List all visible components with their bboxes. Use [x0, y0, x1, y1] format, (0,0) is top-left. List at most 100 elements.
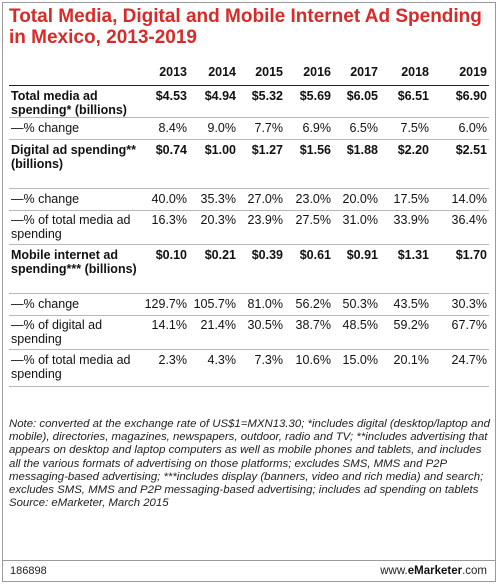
value-cell: 14.1%	[151, 318, 187, 332]
value-cell: 81.0%	[247, 297, 283, 311]
value-cell: $1.27	[251, 143, 283, 157]
brand-link[interactable]: www.eMarketer.com	[380, 561, 487, 581]
value-cell: $0.39	[251, 248, 283, 262]
value-cell: 6.5%	[349, 121, 379, 135]
value-cell: $1.88	[346, 143, 378, 157]
year-header: 2016	[285, 60, 333, 86]
value-cell: 35.3%	[200, 192, 236, 206]
value-cell: 27.0%	[247, 192, 283, 206]
row-label: Total media ad spending* (billions)	[11, 89, 127, 117]
value-cell: 67.7%	[451, 318, 487, 332]
row-label: —% change	[11, 121, 80, 135]
brand-prefix: www.	[380, 565, 408, 577]
value-cell: 23.0%	[295, 192, 331, 206]
value-cell: $6.90	[455, 89, 487, 103]
value-cell: $0.91	[346, 248, 378, 262]
value-cell: $0.61	[299, 248, 331, 262]
year-header: 2018	[380, 60, 431, 86]
data-table: 2013 2014 2015 2016 2017 2018 2019 Total…	[9, 60, 489, 387]
value-cell: 16.3%	[151, 213, 187, 227]
chart-note: Note: converted at the exchange rate of …	[9, 418, 491, 510]
value-cell: 59.2%	[393, 318, 429, 332]
value-cell: 105.7%	[193, 297, 236, 311]
table-body: Total media ad spending* (billions) $4.53…	[9, 86, 489, 387]
chart-frame	[2, 2, 496, 582]
year-header: 2014	[189, 60, 238, 86]
value-cell: 56.2%	[295, 297, 331, 311]
value-cell: 30.3%	[451, 297, 487, 311]
value-cell: 2.3%	[158, 353, 188, 367]
source-text: Source: eMarketer, March 2015	[9, 497, 169, 510]
footer: 186898 www.eMarketer.com	[3, 560, 495, 581]
table-row: —% change 40.0% 35.3% 27.0% 23.0% 20.0% 17.5% 1…	[9, 189, 489, 211]
value-cell: 7.7%	[254, 121, 284, 135]
value-cell: 14.0%	[451, 192, 487, 206]
value-cell: 21.4%	[200, 318, 236, 332]
value-cell: 40.0%	[151, 192, 187, 206]
value-cell: 27.5%	[295, 213, 331, 227]
value-cell: $6.05	[346, 89, 378, 103]
table-row: Mobile internet ad spending*** (billions…	[9, 245, 489, 294]
note-text: Note: converted at the exchange rate of …	[9, 418, 490, 497]
chart-title: Total Media, Digital and Mobile Internet…	[9, 6, 482, 48]
value-cell: 8.4%	[158, 121, 188, 135]
table-row: —% change 129.7% 105.7% 81.0% 56.2% 50.3% 43.5…	[9, 294, 489, 316]
value-cell: 20.0%	[342, 192, 378, 206]
value-cell: 31.0%	[342, 213, 378, 227]
year-header: 2013	[141, 60, 189, 86]
value-cell: $1.56	[299, 143, 331, 157]
value-cell: 20.1%	[393, 353, 429, 367]
value-cell: 6.0%	[458, 121, 488, 135]
value-cell: 36.4%	[451, 213, 487, 227]
value-cell: $1.70	[455, 248, 487, 262]
value-cell: 24.7%	[451, 353, 487, 367]
row-label: —% of digital ad spending	[11, 318, 103, 346]
value-cell: $0.21	[204, 248, 236, 262]
value-cell: 7.5%	[400, 121, 430, 135]
table-row: —% of digital ad spending 14.1% 21.4% 30.5%…	[9, 316, 489, 350]
year-header: 2015	[238, 60, 285, 86]
table-row: Total media ad spending* (billions) $4.53…	[9, 86, 489, 118]
value-cell: $6.51	[397, 89, 429, 103]
value-cell: 15.0%	[342, 353, 378, 367]
value-cell: 48.5%	[342, 318, 378, 332]
value-cell: 10.6%	[295, 353, 331, 367]
year-header: 2017	[333, 60, 380, 86]
value-cell: $0.74	[155, 143, 187, 157]
value-cell: 17.5%	[393, 192, 429, 206]
value-cell: 33.9%	[393, 213, 429, 227]
row-label: —% change	[11, 297, 80, 311]
value-cell: 20.3%	[200, 213, 236, 227]
row-label: —% of total media ad spending	[11, 353, 131, 381]
value-cell: 6.9%	[302, 121, 332, 135]
table-row: —% of total media ad spending 16.3% 20.3% 2…	[9, 211, 489, 245]
brand-suffix: .com	[462, 565, 487, 577]
table-row: —% change 8.4% 9.0% 7.7% 6.9% 6.5% 7.5% 6.0%	[9, 118, 489, 140]
value-cell: 4.3%	[207, 353, 237, 367]
value-cell: $2.20	[397, 143, 429, 157]
value-cell: $5.32	[251, 89, 283, 103]
value-cell: $1.31	[397, 248, 429, 262]
value-cell: 43.5%	[393, 297, 429, 311]
value-cell: 129.7%	[144, 297, 187, 311]
value-cell: 23.9%	[247, 213, 283, 227]
year-header: 2019	[431, 60, 489, 86]
value-cell: 50.3%	[342, 297, 378, 311]
chart-id: 186898	[10, 565, 47, 577]
brand-name: eMarketer	[407, 565, 463, 577]
value-cell: 7.3%	[254, 353, 284, 367]
table-row: —% of total media ad spending 2.3% 4.3% 7.3…	[9, 350, 489, 387]
value-cell: 9.0%	[207, 121, 237, 135]
header-label-cell	[9, 60, 141, 86]
header-row: 2013 2014 2015 2016 2017 2018 2019	[9, 60, 489, 86]
value-cell: $0.10	[155, 248, 187, 262]
value-cell: $4.53	[155, 89, 187, 103]
row-label: —% change	[11, 192, 80, 206]
value-cell: 38.7%	[295, 318, 331, 332]
value-cell: $5.69	[299, 89, 331, 103]
row-label: Digital ad spending** (billions)	[11, 143, 137, 171]
value-cell: $4.94	[204, 89, 236, 103]
row-label: —% of total media ad spending	[11, 213, 131, 241]
table-row: Digital ad spending** (billions) $0.74 $1.…	[9, 140, 489, 189]
value-cell: $2.51	[455, 143, 487, 157]
